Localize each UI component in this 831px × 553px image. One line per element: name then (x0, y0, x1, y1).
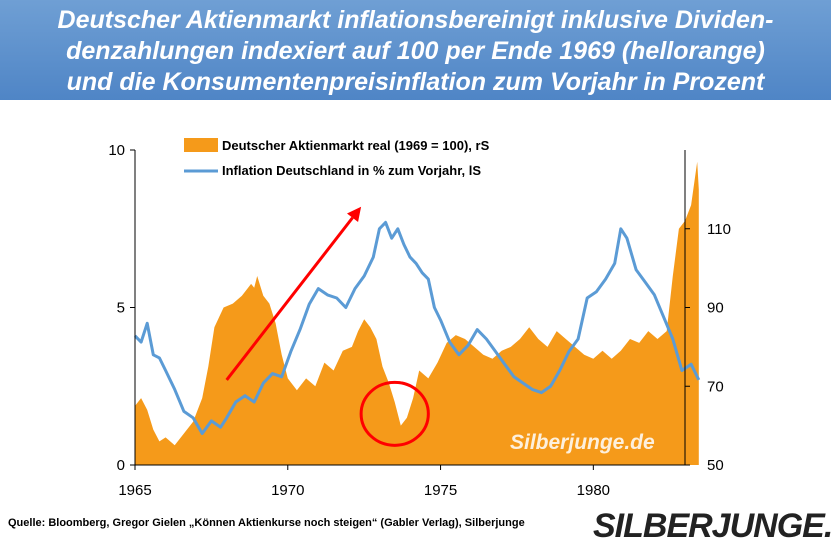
title-line-2: denzahlungen indexiert auf 100 per Ende … (66, 37, 765, 65)
inflation-line-series (133, 220, 701, 435)
right-tick-label: 70 (707, 378, 724, 395)
source-note: Quelle: Bloomberg, Gregor Gielen „Können… (8, 517, 525, 529)
red-arrow-shaft (225, 216, 354, 381)
x-tick-label: 1980 (577, 482, 610, 499)
left-tick-label: 0 (117, 457, 125, 474)
legend: Deutscher Aktienmarkt real (1969 = 100),… (184, 138, 490, 178)
title-line-3: und die Konsumentenpreisinflation zum Vo… (66, 68, 765, 96)
annotation-layer: Silberjunge.de (225, 206, 655, 454)
silberjunge-logo: SILBERJUNGE. (593, 507, 831, 545)
x-tick-label: 1965 (118, 482, 151, 499)
chart-title-banner: Deutscher Aktienmarkt inflationsbereinig… (0, 0, 831, 100)
stock-area-series (135, 161, 699, 466)
right-tick-label: 110 (707, 221, 731, 238)
title-line-1: Deutscher Aktienmarkt inflationsbereinig… (57, 6, 774, 34)
right-tick-label: 50 (707, 457, 724, 474)
plot-layer (133, 161, 701, 466)
chart-area: 0 5 10 50 70 90 110 1965 1970 1975 1980 Deutscher … (108, 138, 731, 499)
left-tick-label: 5 (117, 300, 125, 317)
red-circle-highlight (359, 380, 430, 447)
red-arrow-head (346, 206, 362, 223)
x-tick-label: 1970 (271, 482, 304, 499)
watermark-text: Silberjunge.de (510, 431, 655, 454)
left-tick-label: 10 (108, 142, 125, 159)
right-tick-label: 90 (707, 300, 724, 317)
legend-label-stock: Deutscher Aktienmarkt real (1969 = 100),… (222, 138, 490, 153)
legend-swatch-stock (184, 138, 218, 152)
x-tick-label: 1975 (424, 482, 457, 499)
axis-layer: 0 5 10 50 70 90 110 1965 1970 1975 1980 (108, 142, 731, 499)
legend-label-inflation: Inflation Deutschland in % zum Vorjahr, … (222, 163, 481, 178)
